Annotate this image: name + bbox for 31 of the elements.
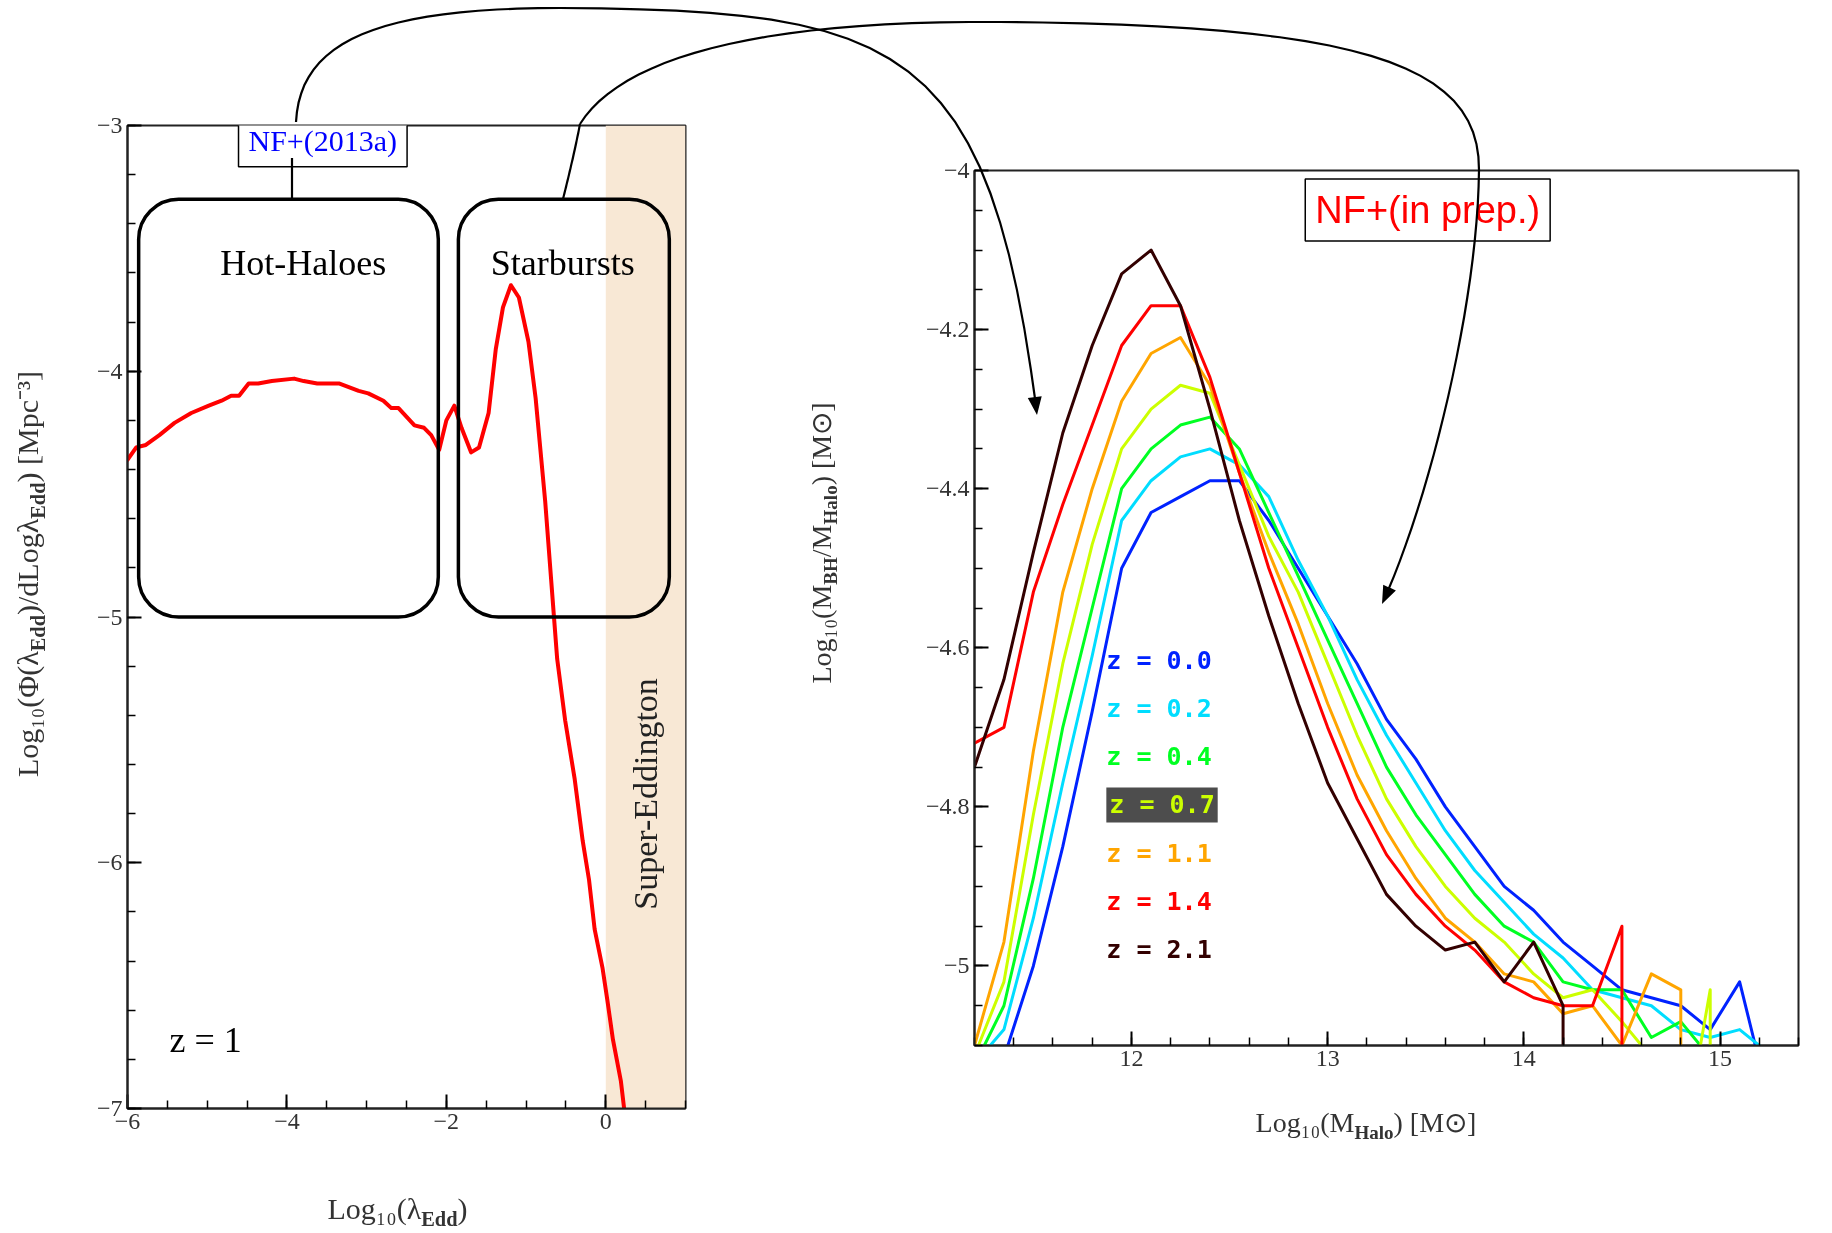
x-axis-title: Log₁₀(λ$_{Edd}$) bbox=[326, 1191, 469, 1232]
text: z = 1.1 bbox=[1106, 838, 1212, 868]
band-label: Super-Eddington bbox=[627, 678, 665, 910]
y-tick-label: −4.6 bbox=[925, 634, 970, 661]
x-tick-label: −4 bbox=[274, 1107, 300, 1134]
y-tick-label: −6 bbox=[96, 849, 123, 876]
x-axis-title: Log₁₀(M$_{Halo}$) [M⊙] bbox=[1254, 1106, 1478, 1145]
y-tick-label: −4.8 bbox=[925, 793, 970, 820]
text: z = 2.1 bbox=[1106, 934, 1212, 964]
y-tick-label: −4.2 bbox=[925, 316, 970, 343]
annotation: Starbursts bbox=[490, 243, 635, 284]
y-tick-label: −4.4 bbox=[925, 475, 970, 502]
x-tick-label: −2 bbox=[433, 1107, 460, 1134]
series-label: z = 0.2 bbox=[1106, 694, 1212, 724]
y-tick-label: −5 bbox=[943, 952, 970, 979]
text: z = 0.7 bbox=[1109, 790, 1215, 820]
annotation: NF+(2013a) bbox=[248, 123, 398, 158]
text: z = 1.4 bbox=[1106, 886, 1212, 916]
y-tick-label: −3 bbox=[96, 112, 123, 138]
x-tick-label: 0 bbox=[599, 1107, 612, 1134]
x-tick-label: 15 bbox=[1708, 1044, 1733, 1071]
annotation: z = 1 bbox=[169, 1019, 242, 1060]
y-tick-label: −4 bbox=[96, 357, 123, 384]
series-label: z = 0.4 bbox=[1106, 742, 1212, 772]
x-tick-label: 13 bbox=[1315, 1044, 1340, 1071]
y-tick-label: −4 bbox=[943, 157, 970, 183]
series-label: z = 0.0 bbox=[1106, 646, 1212, 675]
x-tick-label: 12 bbox=[1119, 1044, 1144, 1071]
y-tick-label: −5 bbox=[96, 603, 123, 630]
x-tick-label: 14 bbox=[1511, 1044, 1536, 1071]
annotation: Hot-Haloes bbox=[220, 243, 387, 284]
